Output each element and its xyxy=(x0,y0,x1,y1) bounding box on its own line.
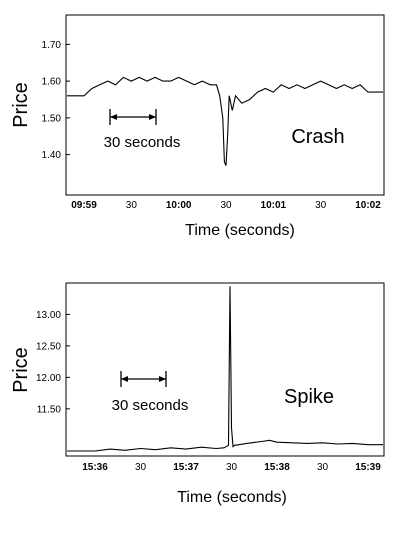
spike-x-tick-label: 30 xyxy=(135,462,147,473)
crash-x-tick-label: 10:01 xyxy=(261,200,287,211)
crash-scale-label: 30 seconds xyxy=(104,134,181,151)
crash-y-tick-label: 1.70 xyxy=(42,40,62,51)
spike-scale-label: 30 seconds xyxy=(112,397,189,414)
spike-x-tick-label: 15:36 xyxy=(82,462,108,473)
spike-chart: Price Time (seconds) Spike 30 seconds 11… xyxy=(10,282,385,506)
crash-x-tick-label: 30 xyxy=(126,200,138,211)
crash-scale-bar xyxy=(109,109,157,125)
crash-x-ticks: 09:59 30 10:00 30 10:01 30 10:02 xyxy=(71,200,381,211)
spike-x-tick-label: 15:38 xyxy=(264,462,290,473)
crash-x-tick-label: 09:59 xyxy=(71,200,97,211)
spike-y-tick-label: 12.00 xyxy=(36,373,61,384)
crash-y-tick-label: 1.50 xyxy=(42,113,62,124)
crash-y-tick-label: 1.60 xyxy=(42,77,62,88)
spike-y-tick-label: 11.50 xyxy=(37,404,62,415)
spike-x-tick-label: 30 xyxy=(226,462,238,473)
spike-x-tick-label: 30 xyxy=(317,462,329,473)
spike-series-label: Spike xyxy=(284,386,334,408)
crash-x-axis-label: Time (seconds) xyxy=(185,222,295,239)
crash-chart: Price Time (seconds) Crash 30 seconds 1.… xyxy=(10,14,385,239)
spike-series-line xyxy=(67,286,383,452)
crash-x-tick-label: 10:00 xyxy=(166,200,192,211)
crash-x-tick-label: 10:02 xyxy=(355,200,381,211)
spike-x-tick-label: 15:37 xyxy=(173,462,199,473)
spike-plot-frame xyxy=(65,282,385,457)
crash-series-line xyxy=(67,76,383,166)
spike-y-tick-label: 13.00 xyxy=(36,310,61,321)
crash-y-axis-label: Price xyxy=(10,82,32,128)
crash-series-label: Crash xyxy=(291,126,344,148)
crash-x-tick-label: 30 xyxy=(220,200,232,211)
spike-x-axis-label: Time (seconds) xyxy=(177,489,287,506)
spike-x-tick-label: 15:39 xyxy=(355,462,381,473)
spike-y-tick-label: 12.50 xyxy=(36,341,61,352)
spike-scale-bar xyxy=(120,371,167,387)
crash-plot-frame xyxy=(65,14,385,196)
spike-x-ticks: 15:36 30 15:37 30 15:38 30 15:39 xyxy=(82,462,381,473)
crash-y-ticks: 1.40 1.50 1.60 1.70 xyxy=(42,40,70,161)
crash-y-tick-label: 1.40 xyxy=(42,150,62,161)
spike-y-axis-label: Price xyxy=(10,347,32,393)
spike-y-ticks: 11.50 12.00 12.50 13.00 xyxy=(36,310,70,415)
crash-x-tick-label: 30 xyxy=(315,200,327,211)
